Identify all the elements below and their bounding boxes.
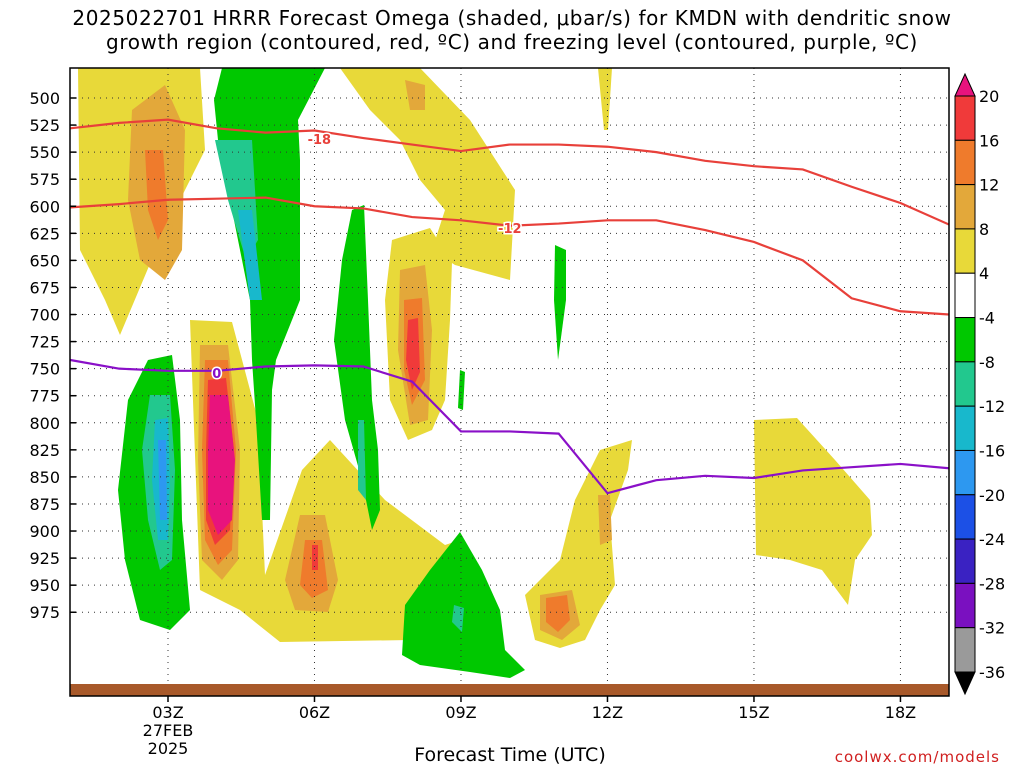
colorbar-label: -8	[979, 353, 995, 372]
colorbar-label: -4	[979, 309, 995, 328]
x-axis-label: Forecast Time (UTC)	[414, 744, 606, 766]
omega-sinking-region	[452, 605, 464, 632]
y-tick-label: 525	[29, 116, 60, 135]
chart-title: 2025022701 HRRR Forecast Omega (shaded, …	[0, 6, 1024, 54]
contour-label: -12	[498, 222, 522, 237]
colorbar-bin	[954, 272, 976, 319]
x-tick-label: 09Z	[445, 703, 476, 722]
colorbar-label: -28	[979, 574, 1005, 593]
omega-rising-region	[405, 80, 425, 110]
colorbar-bin	[954, 494, 976, 540]
chart-title-line-2: growth region (contoured, red, ºC) and f…	[106, 30, 918, 54]
y-tick-label: 700	[29, 306, 60, 325]
y-tick-label: 925	[29, 549, 60, 568]
omega-rising-region	[208, 395, 235, 535]
contour-labels: -18 -12 0	[211, 132, 523, 384]
temperature-contours	[70, 118, 949, 495]
y-tick-label: 600	[29, 197, 60, 216]
y-tick-label: 900	[29, 522, 60, 541]
colorbar-bin	[954, 538, 976, 584]
contour-line--18	[70, 118, 949, 226]
y-tick-label: 575	[29, 170, 60, 189]
y-tick-label: 550	[29, 143, 60, 162]
y-tick-label: 625	[29, 224, 60, 243]
omega-rising-region	[190, 320, 460, 642]
colorbar-label: 8	[979, 220, 989, 239]
chart-title-line-1: 2025022701 HRRR Forecast Omega (shaded, …	[72, 6, 952, 30]
colorbar-label: 16	[979, 131, 999, 150]
colorbar-top-triangle	[954, 72, 976, 97]
colorbar-label: -16	[979, 441, 1005, 460]
contour-line-0	[70, 358, 949, 495]
omega-sinking-region	[402, 532, 525, 678]
x-tick-label: 15Z	[738, 703, 769, 722]
omega-rising-region	[406, 318, 420, 390]
colorbar-label: 4	[979, 264, 989, 283]
colorbar-bin	[954, 627, 976, 673]
omega-rising-region	[546, 595, 570, 632]
x-tick-label: 18Z	[885, 703, 916, 722]
y-tick-label: 975	[29, 603, 60, 622]
x-tick-label: 12Z	[592, 703, 623, 722]
y-tick-label: 775	[29, 387, 60, 406]
colorbar-bin	[954, 228, 976, 274]
colorbar-bin	[954, 449, 976, 496]
y-tick-label: 725	[29, 333, 60, 352]
colorbar-label: -12	[979, 397, 1005, 416]
plot-frame	[69, 67, 950, 697]
y-tick-label: 800	[29, 414, 60, 433]
omega-sinking-region	[238, 210, 262, 300]
y-tick-label: 850	[29, 468, 60, 487]
omega-rising-region	[145, 150, 168, 240]
contour-line--12	[70, 196, 949, 316]
y-tick-label: 875	[29, 495, 60, 514]
x-tick-label: 06Z	[299, 703, 330, 722]
colorbar-label: 12	[979, 176, 999, 195]
omega-rising-region	[598, 495, 612, 545]
colorbar-bin	[954, 184, 976, 230]
omega-shading	[78, 68, 872, 678]
contour-label: -18	[308, 133, 332, 148]
colorbar-bin	[954, 405, 976, 451]
colorbar-bin	[954, 582, 976, 629]
y-tick-label: 675	[29, 278, 60, 297]
colorbar-bin	[954, 95, 976, 141]
omega-sinking-region	[158, 440, 167, 520]
omega-sinking-region	[358, 420, 366, 500]
terrain-ground	[70, 684, 949, 696]
colorbar-bin	[954, 139, 976, 186]
y-axis-ticks: 500 525 550 575 600 625 650 675 700 725 750 775 800 8…	[29, 89, 76, 622]
colorbar-label: -24	[979, 530, 1005, 549]
colorbar-bin	[954, 317, 976, 363]
y-tick-label: 750	[29, 360, 60, 379]
y-tick-label: 500	[29, 89, 60, 108]
omega-sinking-region	[554, 245, 566, 360]
y-tick-label: 950	[29, 576, 60, 595]
omega-rising-region	[340, 68, 515, 280]
omega-rising-region	[598, 68, 612, 130]
omega-sinking-region	[334, 205, 380, 530]
x-tick-sublabel: 27FEB	[143, 721, 194, 740]
y-tick-label: 650	[29, 251, 60, 270]
colorbar-label: -36	[979, 663, 1005, 682]
credit-link[interactable]: coolwx.com/models	[834, 748, 1000, 766]
colorbar-bottom-triangle	[954, 671, 976, 696]
contour-label: 0	[212, 367, 221, 382]
y-tick-label: 825	[29, 441, 60, 460]
colorbar-bin	[954, 361, 976, 407]
colorbar-label: -32	[979, 619, 1005, 638]
colorbar: 20 16 12 8 4 -4 -8 -12 -16 -20 -24 -28 -32 -36	[954, 72, 1005, 696]
omega-sinking-region	[458, 370, 465, 410]
grid-lines	[70, 68, 949, 696]
x-tick-label: 03Z	[152, 703, 183, 722]
omega-rising-region	[312, 545, 318, 570]
colorbar-label: -20	[979, 486, 1005, 505]
x-tick-sublabel: 2025	[148, 739, 189, 758]
omega-rising-region	[754, 418, 872, 605]
colorbar-label: 20	[979, 87, 999, 106]
